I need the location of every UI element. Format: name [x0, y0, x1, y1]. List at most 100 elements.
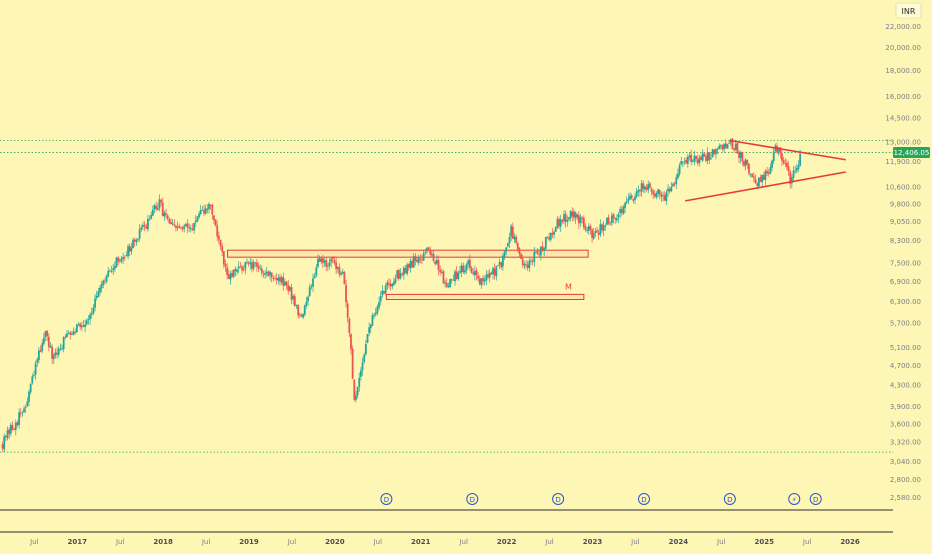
candle-body — [402, 267, 405, 276]
candle-body — [244, 262, 247, 270]
candle-body — [637, 190, 640, 193]
candle-body — [135, 240, 138, 243]
candle-body — [786, 162, 788, 168]
candle-body — [718, 145, 721, 150]
y-axis[interactable]: 22,000.00 20,000.00 18,000.00 16,000.00 14,5… — [885, 23, 921, 502]
candle-body — [33, 375, 35, 376]
candle-body — [523, 264, 526, 266]
candle-body — [322, 258, 324, 264]
candle-body — [67, 333, 70, 335]
candle-body — [26, 401, 29, 407]
candle-body — [3, 436, 6, 450]
candle-body — [130, 247, 133, 252]
candle-body — [246, 261, 248, 263]
candle-body — [475, 270, 478, 276]
candle-body — [705, 156, 707, 161]
candle-body — [427, 247, 430, 251]
event-marker-label: D — [727, 496, 732, 504]
candle-body — [396, 270, 399, 279]
candle-body — [610, 215, 613, 224]
candle-body — [414, 255, 417, 261]
candle-body — [468, 259, 471, 268]
candle-body — [99, 287, 101, 293]
candle-body — [298, 314, 301, 316]
event-marker — [637, 493, 650, 505]
event-marker — [466, 493, 479, 505]
candle-body — [307, 296, 309, 302]
candle-body — [551, 232, 554, 235]
candle-body — [71, 333, 73, 335]
candle-body — [587, 226, 590, 231]
event-marker — [788, 493, 801, 505]
candle-body — [194, 220, 197, 223]
candle-body — [323, 260, 326, 263]
candle-body — [710, 158, 712, 160]
candle-body — [716, 149, 719, 151]
candle-body — [64, 336, 67, 338]
currency-label[interactable]: INR — [895, 2, 922, 19]
candle-body — [378, 301, 380, 308]
candle-body — [790, 177, 793, 184]
y-tick-label: 11,900.00 — [885, 158, 921, 166]
x-tick-label: 2020 — [325, 538, 345, 546]
candle-body — [795, 168, 798, 171]
candle-body — [670, 186, 673, 192]
candle-body — [292, 295, 295, 300]
candle-body — [513, 236, 516, 240]
candle-body — [208, 203, 210, 210]
candle-body — [647, 184, 650, 191]
candle-body — [648, 183, 651, 188]
candle-body — [629, 195, 631, 200]
event-marker-label: D — [813, 496, 818, 504]
candle-body — [726, 144, 729, 149]
x-axis[interactable]: Jul 2017 Jul 2018 Jul 2019 Jul 2020 Jul 2021 Jul 20… — [29, 538, 860, 546]
y-tick-label: 3,900.00 — [890, 403, 921, 411]
candle-body — [761, 175, 764, 183]
candle-body — [620, 209, 623, 214]
candle-body — [592, 233, 595, 239]
y-tick-label: 9,050.00 — [890, 218, 921, 226]
annotations: M — [565, 282, 572, 291]
candle-body — [151, 209, 154, 216]
candle-body — [118, 260, 121, 262]
candle-body — [16, 422, 19, 426]
candle-body — [502, 255, 504, 267]
candle-body — [143, 224, 146, 227]
candle-body — [771, 160, 773, 168]
candle-body — [227, 274, 230, 279]
candle-body — [133, 239, 136, 242]
event-marker — [723, 493, 736, 505]
candle-body — [544, 237, 547, 249]
x-tick-label: 2019 — [239, 538, 259, 546]
candle-body — [251, 262, 253, 269]
candle-body — [46, 330, 49, 337]
candle-body — [180, 227, 182, 229]
candle-body — [31, 376, 34, 384]
candle-body — [199, 210, 202, 215]
candle-body — [325, 260, 328, 267]
candle-body — [29, 383, 32, 393]
candle-body — [506, 243, 509, 247]
candle-body — [784, 163, 787, 164]
candle-body — [634, 196, 636, 200]
candle-body — [539, 246, 542, 256]
candle-body — [459, 271, 461, 273]
candle-body — [696, 159, 699, 164]
candle-body — [525, 264, 527, 266]
candle-body — [341, 271, 344, 274]
candle-body — [482, 278, 484, 282]
candle-body — [4, 435, 7, 437]
candle-body — [779, 147, 782, 154]
candle-body — [247, 262, 250, 264]
candle-body — [452, 279, 455, 281]
candle-body — [75, 324, 78, 333]
candle-body — [255, 262, 258, 267]
currency-label-text: INR — [902, 7, 916, 16]
candle-body — [401, 273, 404, 275]
candle-body — [748, 163, 750, 174]
candle-body — [109, 270, 111, 272]
candle-body — [371, 314, 374, 326]
candle-body — [498, 262, 501, 265]
